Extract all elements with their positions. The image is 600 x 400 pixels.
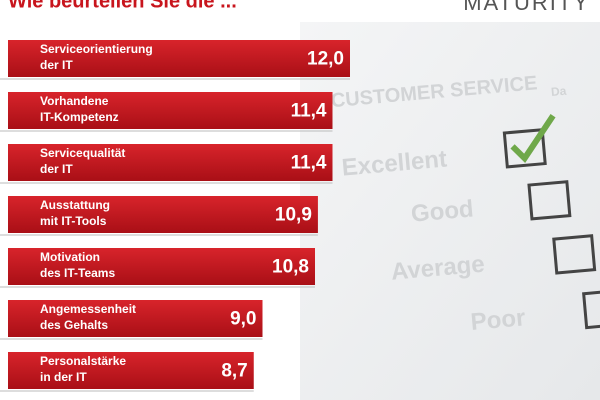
- value-label: 8,7: [221, 361, 247, 382]
- category-label: der IT: [40, 58, 73, 72]
- value-label: 10,8: [272, 257, 309, 278]
- checkbox: [502, 128, 547, 169]
- checkbox: [552, 234, 597, 275]
- checkbox: [582, 288, 600, 330]
- bar: [8, 40, 350, 77]
- category-label: Ausstattung: [40, 198, 110, 212]
- value-label: 10,9: [275, 205, 312, 226]
- bar: [8, 300, 263, 337]
- category-label: IT-Kompetenz: [40, 110, 119, 124]
- checkmark: [510, 114, 556, 164]
- value-label: 11,4: [291, 101, 327, 122]
- checkbox: [527, 180, 572, 221]
- category-label: der IT: [40, 162, 73, 176]
- bar: [8, 92, 333, 129]
- logo: MATURITY: [463, 0, 590, 15]
- bar: [8, 248, 315, 285]
- category-label: Serviceorientierung: [40, 42, 153, 56]
- form-option: Poor: [470, 304, 527, 336]
- value-label: 11,4: [291, 153, 327, 174]
- bar: [8, 196, 318, 233]
- category-label: in der IT: [40, 370, 87, 384]
- form-date: Da: [550, 84, 567, 99]
- category-label: des Gehalts: [40, 318, 108, 332]
- chart-title: Wie beurteilen Sie die ...: [8, 0, 237, 12]
- bar: [8, 144, 333, 181]
- category-label: des IT-Teams: [40, 266, 115, 280]
- category-label: Personalstärke: [40, 354, 126, 368]
- form-option: Good: [410, 195, 475, 227]
- bar: [8, 352, 254, 389]
- category-label: Motivation: [40, 250, 100, 264]
- form-paper: [300, 22, 600, 400]
- category-label: Servicequalität: [40, 146, 125, 160]
- category-label: mit IT-Tools: [40, 214, 107, 228]
- category-label: Angemessenheit: [40, 302, 136, 316]
- background-form: CUSTOMER SERVICE Da Excellent Good Avera…: [300, 22, 600, 400]
- value-label: 12,0: [307, 49, 344, 70]
- category-label: Vorhandene: [40, 94, 109, 108]
- value-label: 9,0: [230, 309, 256, 330]
